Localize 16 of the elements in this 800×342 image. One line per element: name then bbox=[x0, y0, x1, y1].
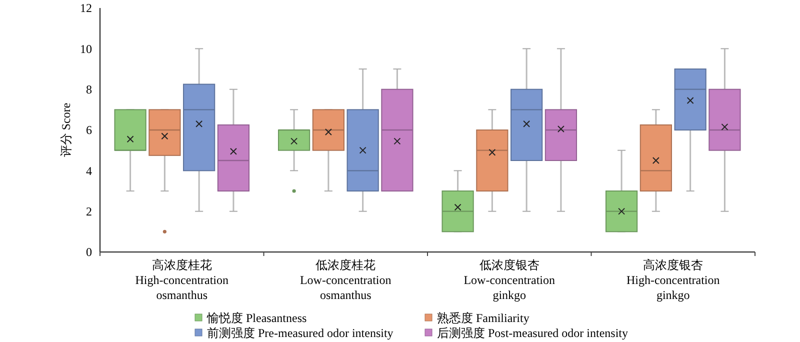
x-tick-label: 低浓度桂花 Low-concentration osmanthus bbox=[300, 258, 392, 302]
y-tick-label: 10 bbox=[80, 42, 92, 56]
y-tick-label: 0 bbox=[86, 245, 92, 260]
legend-label: 后测强度 Post-measured odor intensity bbox=[437, 326, 628, 340]
x-tick-label: 低浓度银杏 Low-concentration ginkgo bbox=[464, 258, 556, 302]
legend-label: 前测强度 Pre-measured odor intensity bbox=[207, 326, 394, 340]
y-axis-title: 评分 Score bbox=[59, 102, 73, 158]
y-tick-label: 2 bbox=[86, 204, 92, 219]
y-tick-label: 8 bbox=[86, 82, 92, 97]
x-tick-label: 高浓度桂花 High-concentration osmanthus bbox=[135, 258, 229, 302]
legend-label: 愉悦度 Pleasantness bbox=[206, 311, 307, 326]
y-tick-label: 6 bbox=[86, 123, 92, 138]
legend-label: 熟悉度 Familiarity bbox=[437, 311, 530, 326]
x-tick-label: 高浓度银杏 High-concentration ginkgo bbox=[626, 258, 720, 302]
y-tick-label: 12 bbox=[80, 1, 92, 16]
y-tick-label: 4 bbox=[86, 164, 92, 178]
